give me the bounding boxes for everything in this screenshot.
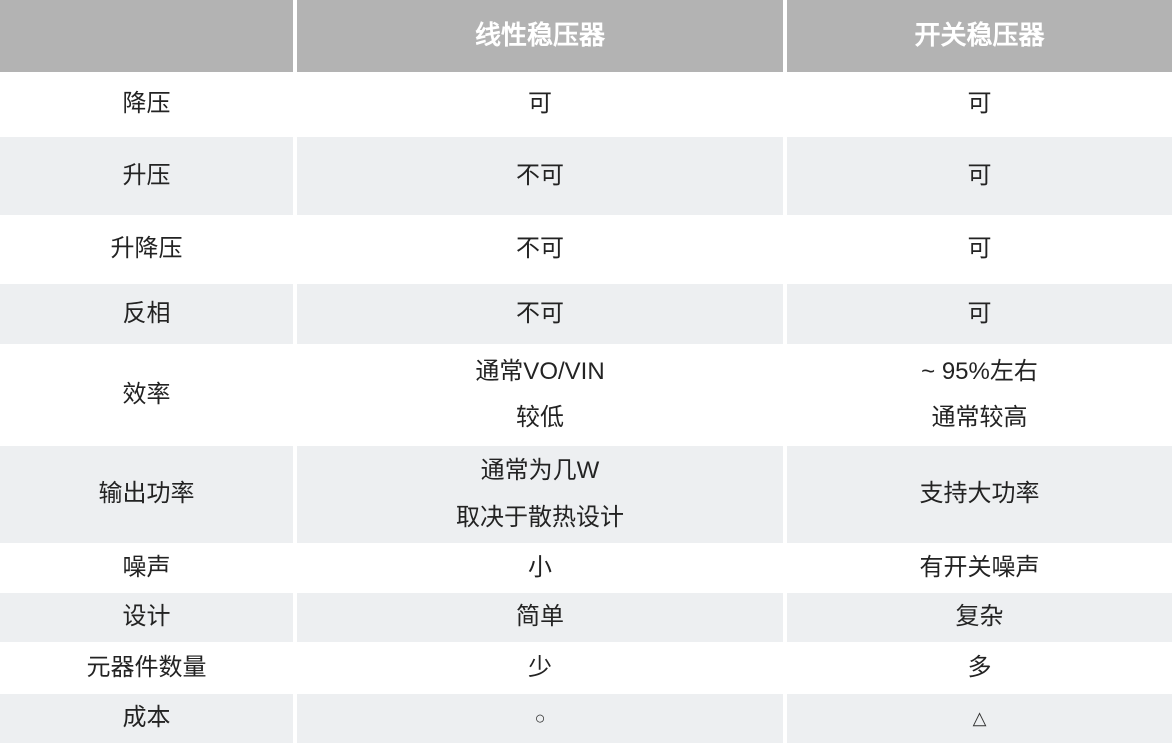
table-row-inverting: 反相 不可 可 [0, 284, 1172, 344]
triangle-rating-icon: △ [787, 694, 1172, 743]
feature-label-cell: 反相 [0, 284, 293, 344]
table-row-design: 设计 简单 复杂 [0, 593, 1172, 642]
table-row-buck-boost: 升降压 不可 可 [0, 215, 1172, 284]
table-header-row: 线性稳压器 开关稳压器 [0, 0, 1172, 72]
feature-label-cell: 元器件数量 [0, 642, 293, 694]
linear-value-cell: 可 [297, 72, 783, 137]
linear-value-cell: 不可 [297, 284, 783, 344]
switching-value-cell: 支持大功率 [787, 446, 1172, 543]
table-row-step-up: 升压 不可 可 [0, 137, 1172, 215]
feature-label-cell: 效率 [0, 344, 293, 446]
switching-value-cell: 多 [787, 642, 1172, 694]
feature-label-cell: 输出功率 [0, 446, 293, 543]
switching-value-cell: 可 [787, 284, 1172, 344]
switching-value-cell: 可 [787, 72, 1172, 137]
linear-value-cell: 简单 [297, 593, 783, 642]
feature-label-cell: 升降压 [0, 215, 293, 284]
header-switching-regulator: 开关稳压器 [787, 0, 1172, 72]
header-empty-cell [0, 0, 293, 72]
feature-label-cell: 设计 [0, 593, 293, 642]
feature-label-cell: 噪声 [0, 543, 293, 593]
header-linear-regulator: 线性稳压器 [297, 0, 783, 72]
table-row-cost: 成本 ○ △ [0, 694, 1172, 743]
switching-value-cell: ~ 95%左右 通常较高 [787, 344, 1172, 446]
switching-value-cell: 复杂 [787, 593, 1172, 642]
table-row-component-count: 元器件数量 少 多 [0, 642, 1172, 694]
table-row-efficiency: 效率 通常VO/VIN 较低 ~ 95%左右 通常较高 [0, 344, 1172, 446]
linear-value-cell: 少 [297, 642, 783, 694]
linear-value-cell: 小 [297, 543, 783, 593]
switching-value-cell: 有开关噪声 [787, 543, 1172, 593]
linear-value-cell: 不可 [297, 137, 783, 215]
linear-value-cell: 通常VO/VIN 较低 [297, 344, 783, 446]
switching-value-cell: 可 [787, 137, 1172, 215]
feature-label-cell: 成本 [0, 694, 293, 743]
linear-value-cell: 通常为几W 取决于散热设计 [297, 446, 783, 543]
feature-label-cell: 升压 [0, 137, 293, 215]
circle-rating-icon: ○ [297, 694, 783, 743]
table-row-step-down: 降压 可 可 [0, 72, 1172, 137]
switching-value-cell: 可 [787, 215, 1172, 284]
table-row-noise: 噪声 小 有开关噪声 [0, 543, 1172, 593]
linear-value-cell: 不可 [297, 215, 783, 284]
feature-label-cell: 降压 [0, 72, 293, 137]
table-row-output-power: 输出功率 通常为几W 取决于散热设计 支持大功率 [0, 446, 1172, 543]
